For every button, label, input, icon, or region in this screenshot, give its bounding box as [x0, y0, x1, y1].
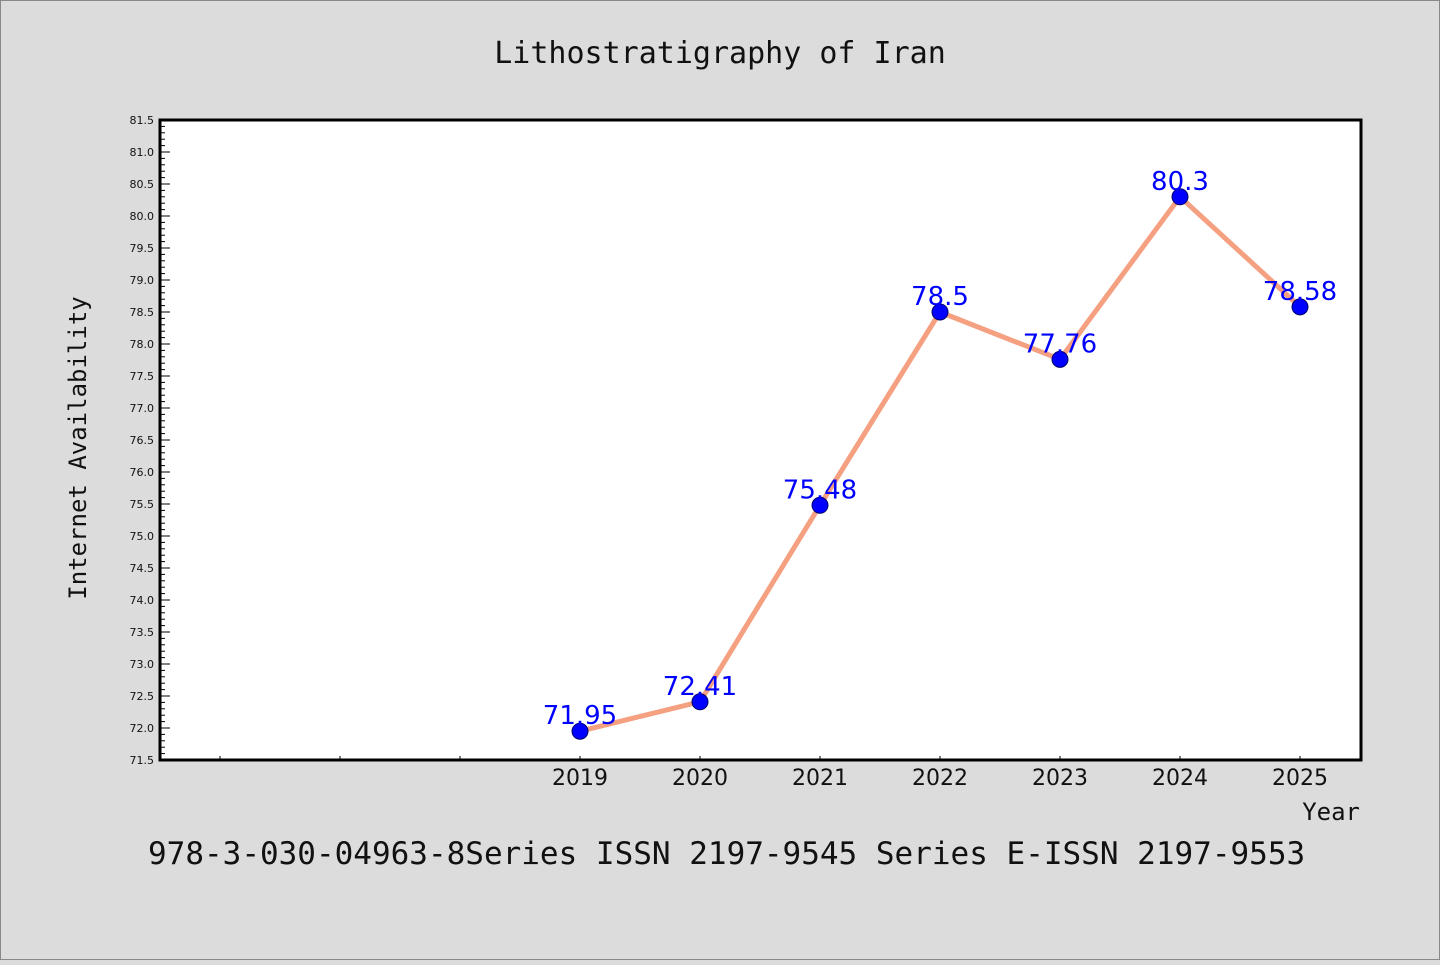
y-tick-label: 78.0: [130, 338, 155, 351]
data-label: 78.58: [1263, 277, 1337, 307]
data-label: 77.76: [1023, 329, 1097, 359]
chart-title: Lithostratigraphy of Iran: [494, 36, 946, 71]
data-point: [931, 303, 949, 321]
x-axis: 2019 2020 2021 2022 2023 2024 2025: [219, 756, 1328, 791]
data-label: 75.48: [783, 475, 857, 505]
x-axis-label: Year: [1302, 798, 1360, 826]
data-point: [571, 722, 589, 740]
y-axis: 71.5 72.0 72.5 73.0 73.5 74.0 74.5 75.0 75.5 76.0…: [130, 114, 170, 767]
y-axis-label: Internet Availability: [64, 296, 92, 599]
x-tick-label: 2019: [552, 766, 608, 791]
y-tick-label: 76.5: [130, 434, 155, 447]
x-tick-label: 2025: [1272, 766, 1328, 791]
y-tick-label: 76.0: [130, 466, 155, 479]
y-tick-label: 79.0: [130, 274, 155, 287]
data-point: [1171, 188, 1189, 206]
data-label: 80.3: [1151, 167, 1209, 197]
y-tick-label: 75.0: [130, 530, 155, 543]
x-tick-label: 2023: [1032, 766, 1088, 791]
y-tick-label: 75.5: [130, 498, 155, 511]
x-tick-label: 2021: [792, 766, 848, 791]
y-tick-label: 77.0: [130, 402, 155, 415]
y-tick-label: 71.5: [130, 754, 155, 767]
data-point: [691, 693, 709, 711]
y-tick-label: 73.0: [130, 658, 155, 671]
data-label: 71.95: [543, 701, 617, 731]
y-tick-label: 73.5: [130, 626, 155, 639]
y-tick-label: 79.5: [130, 242, 155, 255]
data-point: [1051, 350, 1069, 368]
x-tick-label: 2022: [912, 766, 968, 791]
plot-area: [158, 118, 1363, 762]
y-tick-label: 72.5: [130, 690, 155, 703]
y-tick-label: 78.5: [130, 306, 155, 319]
footer-text: 978-3-030-04963-8Series ISSN 2197-9545 S…: [148, 836, 1305, 872]
data-label: 78.5: [911, 282, 969, 312]
data-point: [1291, 298, 1309, 316]
y-tick-label: 80.0: [130, 210, 155, 223]
data-point: [811, 496, 829, 514]
y-tick-label: 81.0: [130, 146, 155, 159]
series-layer: 71.95 72.41 75.48 78.5 77.76 80.3 78.58: [543, 167, 1337, 740]
x-tick-label: 2024: [1152, 766, 1208, 791]
data-label: 72.41: [663, 672, 737, 702]
y-tick-label: 74.5: [130, 562, 155, 575]
y-tick-label: 81.5: [130, 114, 155, 127]
y-tick-label: 80.5: [130, 178, 155, 191]
y-tick-label: 77.5: [130, 370, 155, 383]
y-tick-label: 74.0: [130, 594, 155, 607]
y-tick-label: 72.0: [130, 722, 155, 735]
x-tick-label: 2020: [672, 766, 728, 791]
